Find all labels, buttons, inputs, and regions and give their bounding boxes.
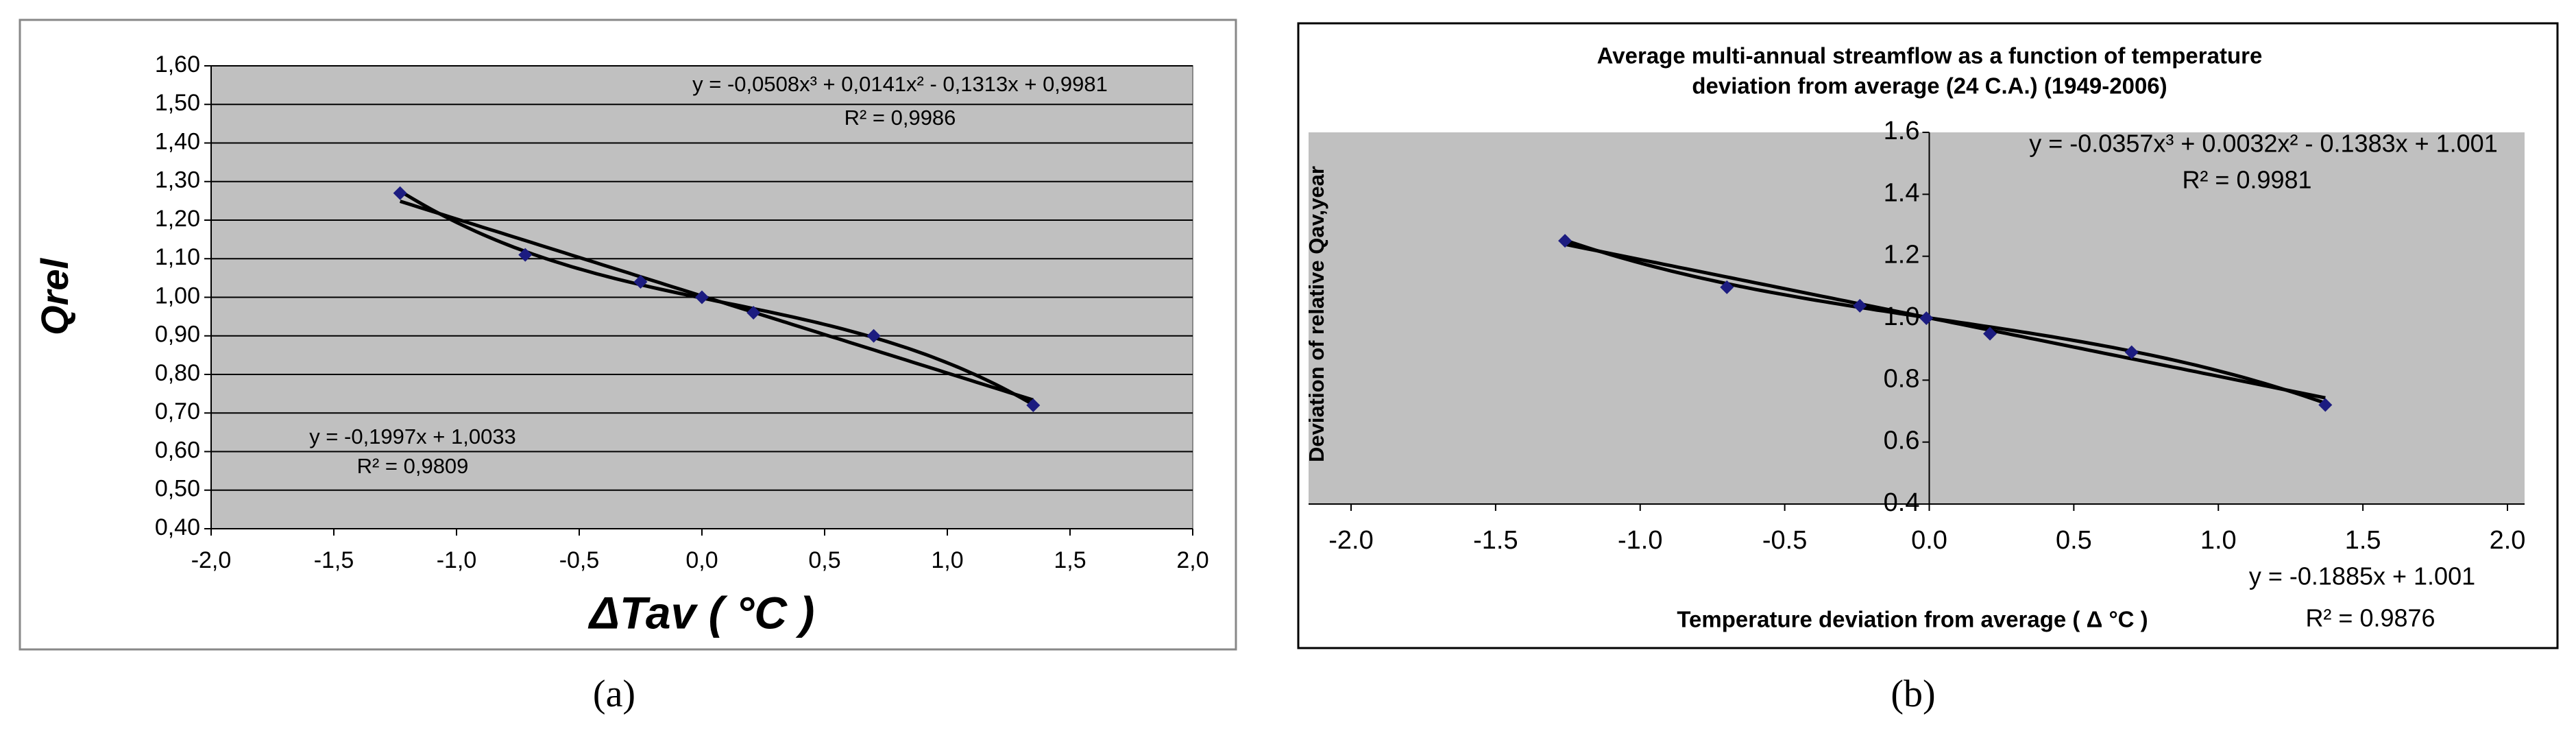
y-tick-label: 0.4 [1884, 488, 1920, 517]
trendline [1564, 242, 2326, 400]
data-point [633, 275, 648, 289]
x-tick-label: -1,0 [437, 547, 477, 573]
trendline-r2: R² = 0,9986 [845, 106, 956, 130]
y-axis-label: Deviation of relative Qav,year [1304, 166, 1328, 462]
trendline-r2: R² = 0.9981 [2182, 166, 2311, 194]
y-tick-label: 1.6 [1884, 117, 1920, 145]
data-point [518, 248, 533, 262]
trendline [399, 200, 1034, 402]
data-point [393, 186, 407, 200]
data-point [1919, 311, 1934, 325]
x-tick-label: -2.0 [1328, 526, 1373, 555]
trendline-equation: y = -0,1997x + 1,0033 [309, 424, 516, 448]
x-tick-label: 2,0 [1176, 547, 1208, 573]
trendline-equation: y = -0.0357x³ + 0.0032x² - 0.1383x + 1.0… [2029, 130, 2497, 158]
y-tick-label: 0,90 [155, 322, 200, 348]
x-tick-label: -1.5 [1473, 526, 1518, 555]
y-tick-label: 1,50 [155, 90, 200, 116]
trendline-equation: y = -0.1885x + 1.001 [2249, 562, 2475, 590]
chart-title: Average multi-annual streamflow as a fun… [1597, 43, 2263, 69]
x-axis-label: ΔTav ( °C ) [587, 587, 815, 638]
data-point [746, 306, 761, 320]
data-point [695, 290, 709, 304]
trendline-r2: R² = 0.9876 [2305, 604, 2435, 632]
y-tick-label: 1,30 [155, 167, 200, 193]
x-tick-label: 0.0 [1911, 526, 1947, 555]
x-axis-label: Temperature deviation from average ( Δ °… [1677, 607, 2148, 632]
x-tick-label: 0.5 [2056, 526, 2092, 555]
x-tick-label: 0,0 [685, 547, 718, 573]
y-tick-label: 1,00 [155, 283, 200, 309]
x-tick-label: 1.5 [2345, 526, 2381, 555]
y-tick-label: 0.6 [1884, 427, 1920, 455]
x-tick-label: 0,5 [808, 547, 840, 573]
data-point [866, 328, 881, 343]
data-point [1558, 234, 1572, 248]
y-tick-label: 1,10 [155, 244, 200, 270]
y-tick-label: 1.2 [1884, 241, 1920, 270]
y-tick-label: 0,70 [155, 398, 200, 424]
data-point [1720, 280, 1734, 294]
data-point [2124, 345, 2139, 359]
x-tick-label: -1,5 [314, 547, 354, 573]
x-tick-label: 1,0 [931, 547, 963, 573]
x-tick-label: -2,0 [191, 547, 232, 573]
y-tick-label: 1,20 [155, 206, 200, 232]
data-point [2318, 398, 2333, 412]
trendline-r2: R² = 0,9809 [357, 454, 469, 478]
data-point [1853, 298, 1867, 313]
y-tick-label: 0.8 [1884, 364, 1920, 393]
x-tick-label: 2.0 [2490, 526, 2526, 555]
y-tick-label: 1,40 [155, 128, 200, 154]
y-axis-label: Qrel [33, 258, 76, 335]
data-point [1026, 398, 1041, 412]
x-tick-label: 1.0 [2200, 526, 2237, 555]
chart-title: deviation from average (24 C.A.) (1949-2… [1692, 73, 2167, 99]
y-tick-label: 0,60 [155, 437, 200, 463]
y-tick-label: 0,80 [155, 360, 200, 386]
y-tick-label: 1.4 [1884, 178, 1920, 207]
x-tick-label: -1.0 [1618, 526, 1662, 555]
x-tick-label: -0.5 [1762, 526, 1807, 555]
x-tick-label: -0,5 [559, 547, 600, 573]
data-point [1983, 326, 1997, 341]
x-tick-label: 1,5 [1054, 547, 1086, 573]
caption: (a) [593, 673, 635, 715]
plot-area [1309, 132, 2525, 504]
y-tick-label: 1,60 [155, 51, 200, 77]
y-tick-label: 0,50 [155, 476, 200, 502]
y-tick-label: 0,40 [155, 514, 200, 540]
caption: (b) [1891, 673, 1935, 715]
trendline-equation: y = -0,0508x³ + 0,0141x² - 0,1313x + 0,9… [692, 72, 1108, 96]
